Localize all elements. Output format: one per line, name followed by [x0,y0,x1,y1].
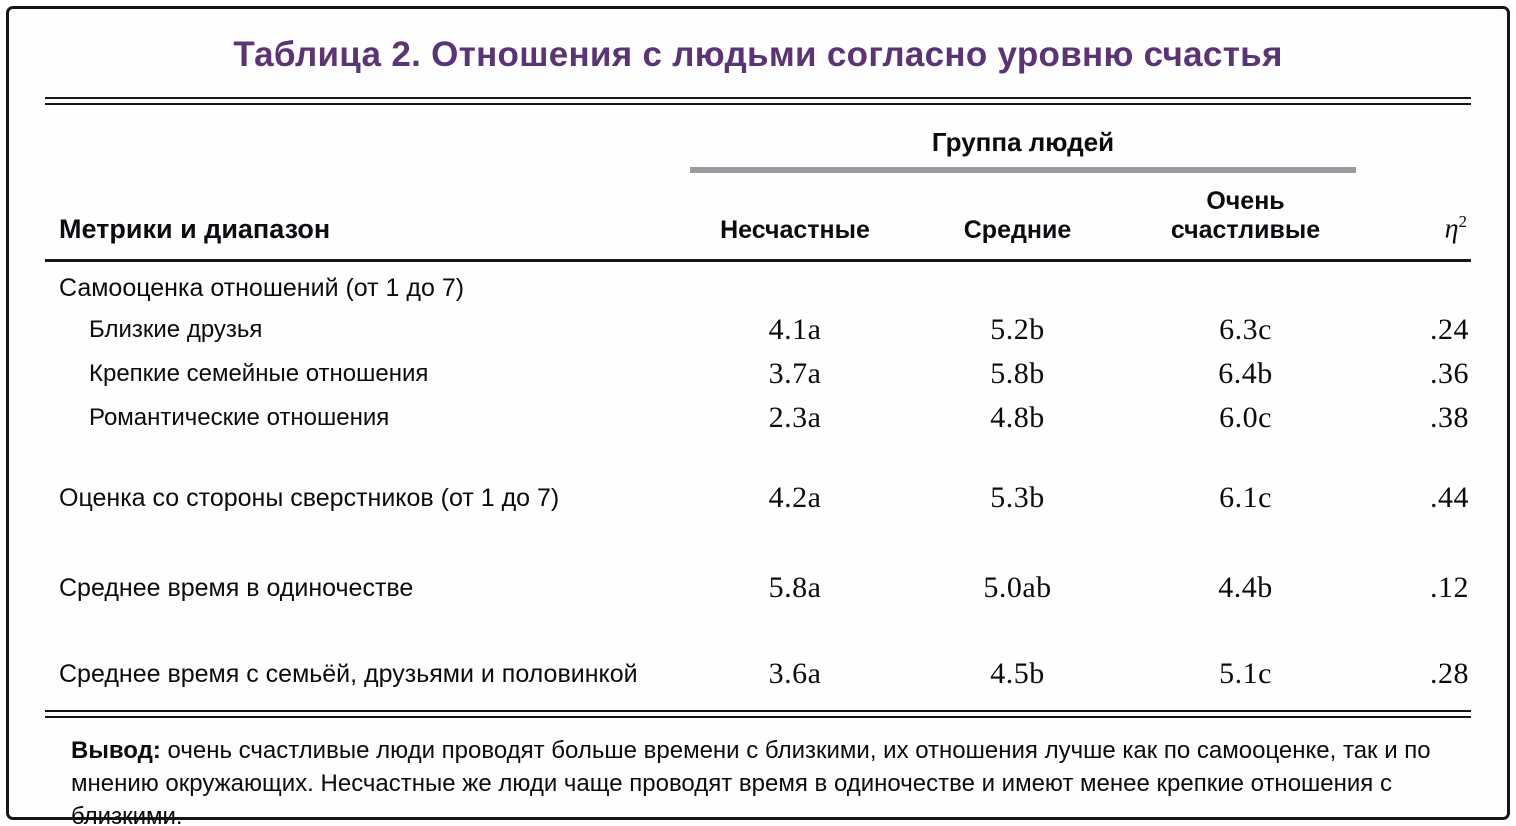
table-row-section: Самооценка отношений (от 1 до 7) [45,268,1471,308]
cell-value: 5.2b [990,313,1045,346]
cell-value: 4.5b [990,657,1045,690]
cell-value: 5.8a [768,571,822,604]
table-row: Среднее время с семьёй, друзьями и полов… [45,652,1471,696]
row-label: Близкие друзья [89,316,263,343]
table-card: Таблица 2. Отношения с людьми согласно у… [6,6,1510,826]
double-rule-bottom [45,710,1471,718]
row-label: Среднее время в одиночестве [59,573,414,602]
row-label: Оценка со стороны сверстников (от 1 до 7… [59,483,560,512]
cell-value: 5.3b [990,481,1045,514]
header-rule [45,259,1471,262]
table-note: Вывод: очень счастливые люди проводят бо… [45,734,1451,826]
eta-symbol: η [1444,213,1459,244]
cell-value: 3.7a [768,357,822,390]
double-rule-top [45,97,1471,105]
cell-value: 4.2a [768,481,822,514]
cell-value-eta: .28 [1430,657,1469,690]
table-row: Среднее время в одиночестве 5.8a 5.0ab 4… [45,566,1471,610]
row-header-label: Метрики и диапазон [59,214,331,244]
row-label: Среднее время с семьёй, друзьями и полов… [59,659,638,688]
cell-value: 6.4b [1218,357,1273,390]
column-header-very-happy: Очень счастливые [1170,187,1321,244]
cell-value: 2.3a [768,401,822,434]
table-title: Таблица 2. Отношения с людьми согласно у… [233,35,1283,74]
cell-value: 3.6a [768,657,822,690]
table-row: Крепкие семейные отношения 3.7a 5.8b 6.4… [45,352,1471,396]
row-label: Крепкие семейные отношения [89,360,429,387]
column-header-unhappy: Несчастные [720,216,870,244]
cell-value: 6.0c [1219,401,1272,434]
column-group: Группа людей [690,127,1356,173]
column-group-underline [690,167,1356,173]
eta-superscript: 2 [1458,211,1468,231]
note-text: очень счастливые люди проводят больше вр… [71,737,1431,826]
cell-value-eta: .44 [1430,481,1469,514]
cell-value: 6.1c [1219,481,1272,514]
cell-value: 4.1a [768,313,822,346]
cell-value: 4.8b [990,401,1045,434]
column-header-average: Средние [963,216,1072,244]
note-label: Вывод: [71,737,161,764]
cell-value: 4.4b [1218,571,1273,604]
cell-value-eta: .36 [1430,357,1469,390]
cell-value-eta: .38 [1430,401,1469,434]
column-header-eta-squared: η2 [1356,212,1471,245]
column-group-label: Группа людей [931,127,1115,157]
cell-value-eta: .24 [1430,313,1469,346]
row-label: Романтические отношения [89,404,390,431]
table-row: Романтические отношения 2.3a 4.8b 6.0c .… [45,396,1471,440]
column-headers-row: Метрики и диапазон Несчастные Средние Оч… [45,187,1471,245]
cell-value: 5.8b [990,357,1045,390]
cell-value: 5.0ab [983,571,1052,604]
table-row: Оценка со стороны сверстников (от 1 до 7… [45,476,1471,520]
cell-value-eta: .12 [1430,571,1469,604]
column-group-header-row: Группа людей [45,127,1471,173]
row-label: Самооценка отношений (от 1 до 7) [59,273,465,302]
table-row: Близкие друзья 4.1a 5.2b 6.3c .24 [45,308,1471,352]
cell-value: 5.1c [1219,657,1272,690]
cell-value: 6.3c [1219,313,1272,346]
